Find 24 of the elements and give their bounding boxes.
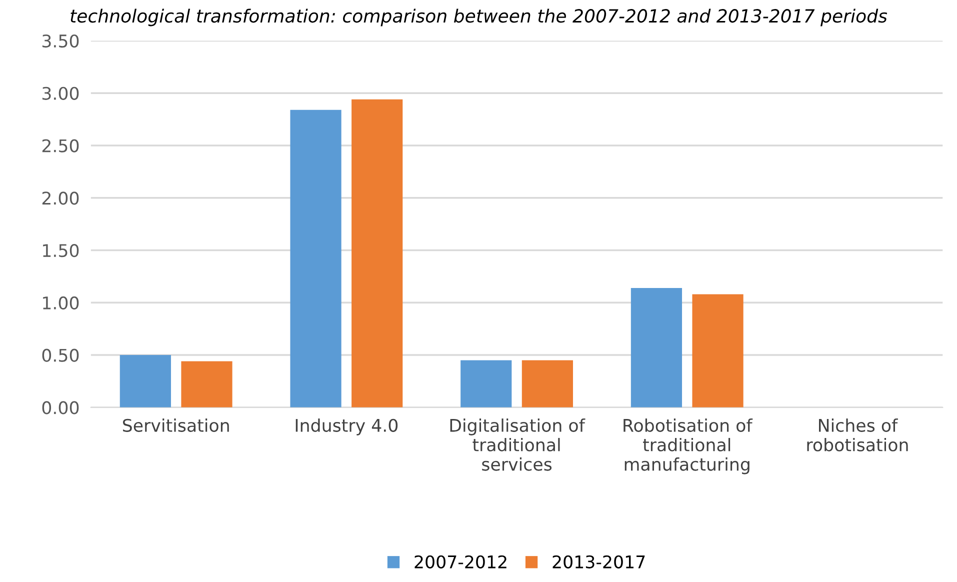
x-tick-label: Niches of robotisation: [807, 418, 908, 452]
y-tick-label: 2.00: [42, 192, 79, 205]
y-tick-label: 1.50: [43, 244, 79, 258]
bar: [352, 99, 403, 408]
x-tick-label: Servitisation: [122, 418, 229, 432]
chart-title: technological transformation: comparison between the 2007-2012 and 2013-2017 periods: [70, 8, 888, 26]
bar: [120, 355, 171, 408]
y-tick-label: 3.50: [42, 34, 79, 48]
x-tick-label: Industry 4.0: [296, 418, 398, 436]
y-tick-label: 3.00: [42, 86, 79, 100]
x-tick-label: Digitalisation of traditional services: [450, 418, 586, 471]
bar: [460, 360, 512, 408]
bar: [522, 360, 573, 408]
y-tick-label: 0.50: [42, 348, 79, 362]
x-tick-label: Robotisation of traditional manufacturing: [624, 418, 753, 474]
y-tick-label: 1.00: [43, 296, 79, 310]
y-tick-label: 0.00: [42, 401, 79, 414]
bar: [692, 294, 744, 408]
legend-label: 2007-2012: [414, 555, 506, 568]
bar: [181, 361, 232, 408]
legend-label: 2013-2017: [552, 555, 645, 568]
bar: [290, 110, 342, 408]
y-tick-label: 2.50: [42, 139, 79, 152]
bar: [630, 288, 682, 408]
